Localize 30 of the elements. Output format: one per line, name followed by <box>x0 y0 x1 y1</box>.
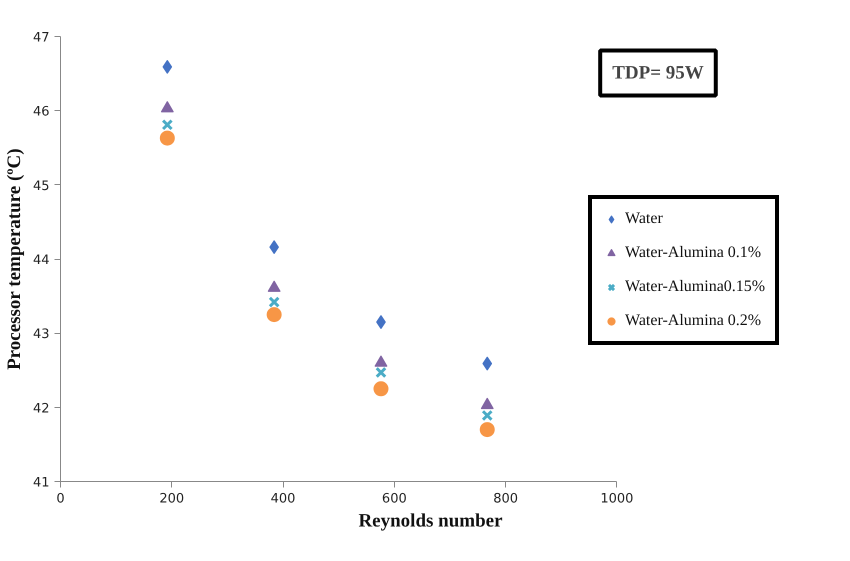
point <box>162 119 174 130</box>
y-axis-title: Processor temperature (ºC) <box>4 148 25 370</box>
point <box>482 410 493 422</box>
y-tick-label: 42 <box>32 401 50 416</box>
point <box>375 366 387 378</box>
x-tick-label: 600 <box>382 492 407 506</box>
x-tick-label: 800 <box>493 492 518 506</box>
legend-label: Water-Alumina 0.2% <box>625 311 762 331</box>
x-tick-label: 400 <box>270 492 296 506</box>
y-tick-label: 45 <box>32 178 50 194</box>
point <box>162 60 172 74</box>
y-tick-label: 47 <box>32 30 50 46</box>
y-tick-label: 46 <box>32 104 50 120</box>
y-tick-label: 41 <box>32 476 50 490</box>
legend-label: Water <box>625 209 663 229</box>
point <box>482 356 492 371</box>
point <box>373 381 388 396</box>
x-tick-label: 200 <box>159 492 184 506</box>
legend-label: Water-Alumina 0.1% <box>625 243 762 263</box>
annotation: TDP= 95W <box>612 62 704 84</box>
legend-label: Water-Alumina0.15% <box>625 277 766 297</box>
x-tick-label: 1000 <box>600 492 634 506</box>
point <box>160 130 175 146</box>
y-tick-label: 43 <box>32 327 50 342</box>
point <box>480 422 495 438</box>
y-tick-label: 44 <box>32 253 50 268</box>
x-tick-label: 0 <box>56 492 65 506</box>
x-axis-title: Reynolds number <box>358 510 504 532</box>
point <box>266 307 282 322</box>
point <box>268 296 280 308</box>
